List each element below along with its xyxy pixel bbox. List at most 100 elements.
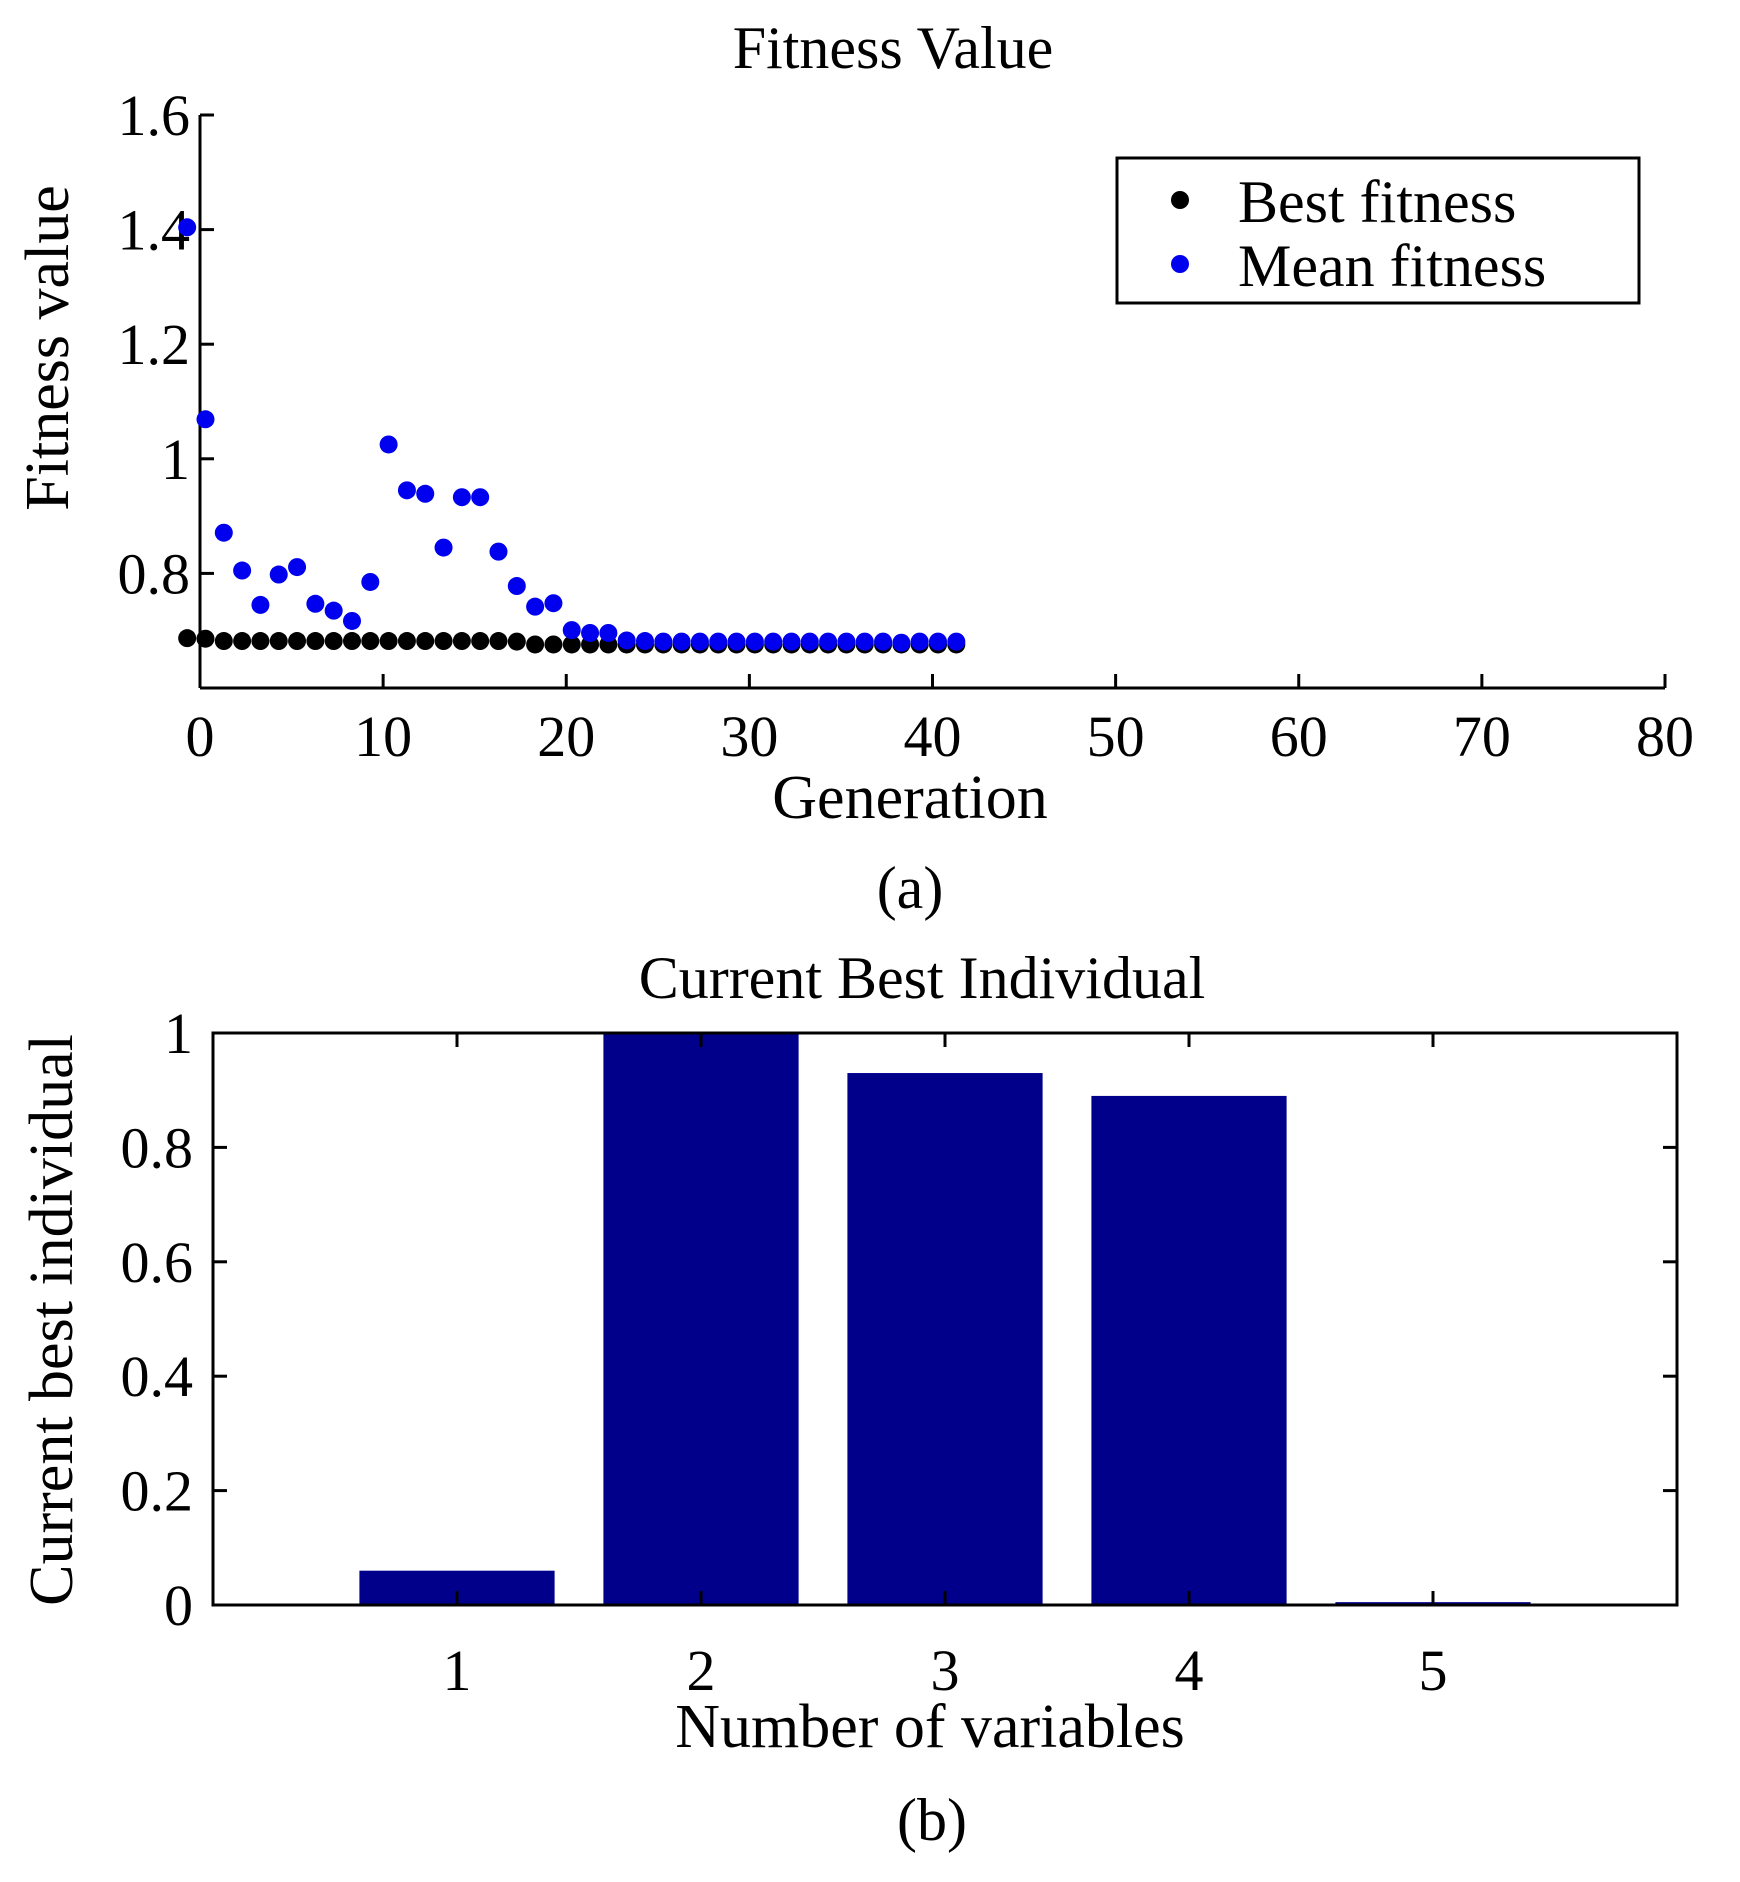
chart-a-y-axis-label: Fitness value [14, 185, 82, 510]
chart-b-y-tick-label: 0.6 [121, 1230, 194, 1295]
best-fitness-point [526, 635, 545, 654]
best-fitness-point [379, 632, 398, 651]
chart-b-x-tick-label: 4 [1175, 1638, 1204, 1703]
best-fitness-point [507, 632, 526, 651]
chart-a-x-tick-label: 80 [1636, 704, 1694, 769]
chart-b-caption: (b) [897, 1787, 967, 1853]
mean-fitness-point [727, 632, 746, 651]
chart-b-x-tick-label: 1 [443, 1638, 472, 1703]
legend-marker-mean-fitness [1171, 255, 1189, 273]
best-fitness-point [251, 632, 270, 651]
mean-fitness-point [892, 633, 911, 652]
chart-a-y-tick-label: 1.6 [118, 83, 191, 148]
best-fitness-point [342, 632, 361, 651]
mean-fitness-point [251, 595, 270, 614]
mean-fitness-point [837, 632, 856, 651]
chart-a-legend: Best fitness Mean fitness [1115, 156, 1641, 305]
mean-fitness-point [928, 632, 947, 651]
best-fitness-point [196, 629, 215, 648]
chart-a-x-tick-label: 60 [1270, 704, 1328, 769]
mean-fitness-point [288, 558, 307, 577]
mean-fitness-point [544, 594, 563, 613]
best-fitness-point [233, 632, 252, 651]
chart-b-title: Current Best Individual [639, 945, 1206, 1011]
mean-fitness-point [196, 410, 215, 429]
chart-b-y-tick-label: 1 [164, 1001, 193, 1066]
mean-fitness-point [581, 623, 600, 642]
mean-fitness-point [690, 632, 709, 651]
chart-b-axes: 1 2 3 4 5 0 0.2 0.4 0.6 0.8 1 [121, 1001, 1679, 1703]
chart-a-caption: (a) [877, 855, 944, 921]
mean-fitness-point [617, 631, 636, 650]
chart-b-y-axis-label: Current best individual [18, 1034, 86, 1606]
mean-fitness-point [269, 565, 288, 584]
legend-box [1115, 156, 1641, 305]
mean-fitness-point [452, 488, 471, 507]
chart-a-x-tick-label: 20 [537, 704, 595, 769]
mean-fitness-point [489, 542, 508, 561]
bar-variable-4 [1091, 1095, 1287, 1605]
chart-b-y-tick-label: 0.2 [121, 1459, 194, 1524]
legend-label-best-fitness: Best fitness [1238, 169, 1516, 235]
mean-fitness-point [947, 632, 966, 651]
best-fitness-point [269, 632, 288, 651]
legend-marker-best-fitness [1171, 191, 1189, 209]
best-fitness-point [434, 632, 453, 651]
mean-fitness-point [434, 538, 453, 557]
best-fitness-point [544, 635, 563, 654]
mean-fitness-point [874, 632, 893, 651]
chart-b-y-tick-label: 0 [164, 1573, 193, 1638]
mean-fitness-point [507, 577, 526, 596]
chart-a-x-tick-label: 70 [1453, 704, 1511, 769]
chart-b-y-tick-label: 0.8 [121, 1115, 194, 1180]
mean-fitness-point [709, 632, 728, 651]
mean-fitness-point [397, 481, 416, 500]
mean-fitness-point [342, 611, 361, 630]
chart-a-x-axis-label: Generation [772, 764, 1047, 832]
chart-a-y-tick-label: 0.8 [118, 541, 191, 606]
mean-fitness-point [526, 597, 545, 616]
mean-fitness-point [562, 621, 581, 640]
mean-fitness-point [178, 218, 197, 237]
mean-fitness-point [599, 623, 618, 642]
mean-fitness-point [910, 632, 929, 651]
best-fitness-point [178, 629, 197, 648]
chart-b-x-axis-label: Number of variables [675, 1693, 1185, 1761]
best-fitness-point [306, 632, 325, 651]
best-fitness-point [471, 632, 490, 651]
chart-a-x-tick-label: 0 [186, 704, 215, 769]
chart-a-axes: 0 10 20 30 40 50 60 70 80 0.8 1 1.2 1.4 1.6 [118, 83, 1695, 769]
best-fitness-point [214, 632, 233, 651]
chart-b-y-tick-label: 0.4 [121, 1344, 194, 1409]
best-fitness-point [416, 632, 435, 651]
chart-a-y-tick-label: 1.2 [118, 312, 191, 377]
chart-a-x-tick-label: 50 [1087, 704, 1145, 769]
mean-fitness-point [324, 601, 343, 620]
mean-fitness-point [654, 632, 673, 651]
best-fitness-point [562, 635, 581, 654]
best-fitness-point [324, 632, 343, 651]
mean-fitness-point [764, 632, 783, 651]
chart-a-points [178, 218, 966, 654]
mean-fitness-point [214, 523, 233, 542]
mean-fitness-point [819, 632, 838, 651]
mean-fitness-point [416, 484, 435, 503]
mean-fitness-point [635, 632, 654, 651]
mean-fitness-point [306, 594, 325, 613]
mean-fitness-point [471, 488, 490, 507]
chart-a-x-tick-label: 30 [720, 704, 778, 769]
best-fitness-point [452, 632, 471, 651]
chart-b-x-tick-label: 5 [1419, 1638, 1448, 1703]
fitness-value-chart: Fitness Value 0 10 20 30 40 50 60 70 80 0.8 1 1.2 1.… [14, 15, 1694, 921]
best-fitness-point [288, 632, 307, 651]
mean-fitness-point [233, 561, 252, 580]
chart-a-y-tick-label: 1.4 [118, 198, 191, 263]
best-fitness-point [397, 632, 416, 651]
chart-a-title: Fitness Value [733, 15, 1054, 81]
mean-fitness-point [361, 572, 380, 591]
chart-a-x-tick-label: 10 [354, 704, 412, 769]
mean-fitness-point [745, 632, 764, 651]
legend-label-mean-fitness: Mean fitness [1238, 233, 1546, 299]
chart-a-x-tick-label: 40 [904, 704, 962, 769]
